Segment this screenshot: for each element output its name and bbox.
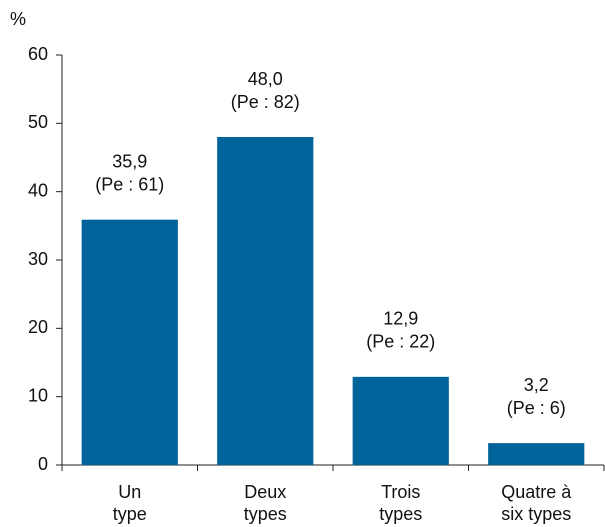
value-label: 48,0: [248, 69, 283, 89]
y-axis-label: %: [10, 9, 26, 29]
x-tick-label: types: [244, 504, 287, 524]
y-tick-label: 20: [28, 317, 48, 337]
annotation: (Pe : 61): [95, 174, 164, 194]
y-tick-label: 0: [38, 454, 48, 474]
bar: [217, 137, 314, 465]
x-tick-label: Quatre à: [501, 482, 572, 502]
bar: [81, 219, 178, 465]
x-tick-label: six types: [501, 504, 571, 524]
bar: [488, 443, 585, 465]
y-tick-label: 30: [28, 249, 48, 269]
value-label: 12,9: [383, 309, 418, 329]
y-tick-label: 10: [28, 385, 48, 405]
y-tick-label: 40: [28, 180, 48, 200]
x-tick-label: Trois: [381, 482, 420, 502]
value-label: 35,9: [112, 151, 147, 171]
x-tick-label: Un: [118, 482, 141, 502]
x-tick-label: Deux: [244, 482, 286, 502]
x-tick-label: types: [379, 504, 422, 524]
value-label: 3,2: [524, 375, 549, 395]
x-tick-label: type: [113, 504, 147, 524]
annotation: (Pe : 82): [231, 92, 300, 112]
annotation: (Pe : 22): [366, 332, 435, 352]
bar: [352, 376, 449, 465]
annotation: (Pe : 6): [507, 398, 566, 418]
y-tick-label: 50: [28, 112, 48, 132]
y-tick-label: 60: [28, 44, 48, 64]
